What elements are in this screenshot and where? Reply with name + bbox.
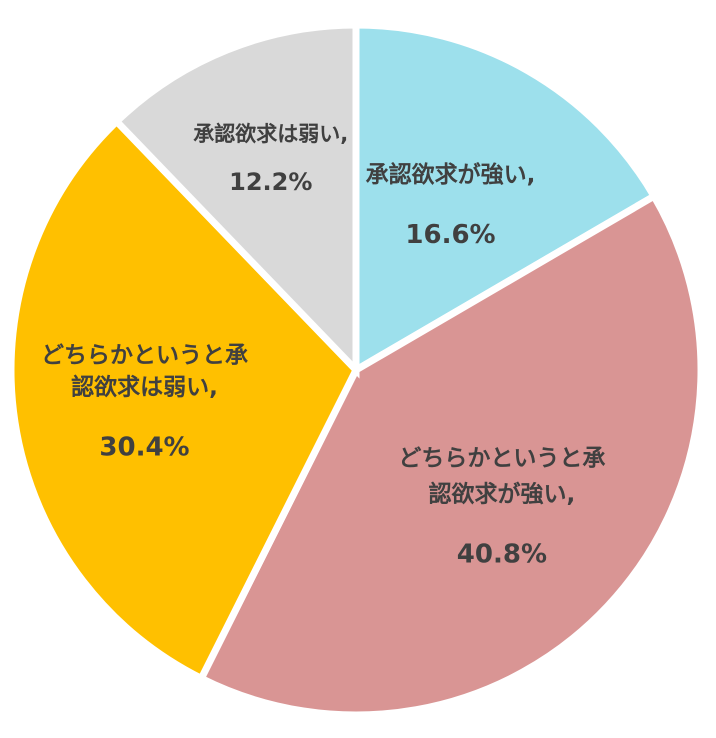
slice-label-3-line-1: どちらかというと承 (41, 343, 248, 369)
pie-slices (7, 21, 705, 719)
slice-value-3: 30.4% (99, 433, 189, 463)
pie-slice-4 (111, 21, 360, 379)
slice-label-3-line-2: 認欲求は弱い, (71, 374, 218, 401)
slice-label-4-line-1: 承認欲求は弱い, (193, 122, 348, 146)
slice-label-2-line-1: どちらかというと承 (398, 446, 605, 472)
pie-slice-1 (352, 21, 659, 377)
pie-slice-2 (196, 191, 705, 719)
slice-value-4: 12.2% (229, 168, 312, 196)
slice-value-2: 40.8% (457, 540, 547, 570)
slice-value-1: 16.6% (405, 220, 495, 250)
pie-labels: 承認欲求が強い,16.6%どちらかというと承認欲求が強い,40.8%どちらかとい… (41, 122, 605, 570)
pie-slice-3 (7, 116, 361, 684)
slice-label-1-line-1: 承認欲求が強い, (366, 161, 536, 188)
slice-label-2-line-2: 認欲求が強い, (429, 481, 576, 508)
